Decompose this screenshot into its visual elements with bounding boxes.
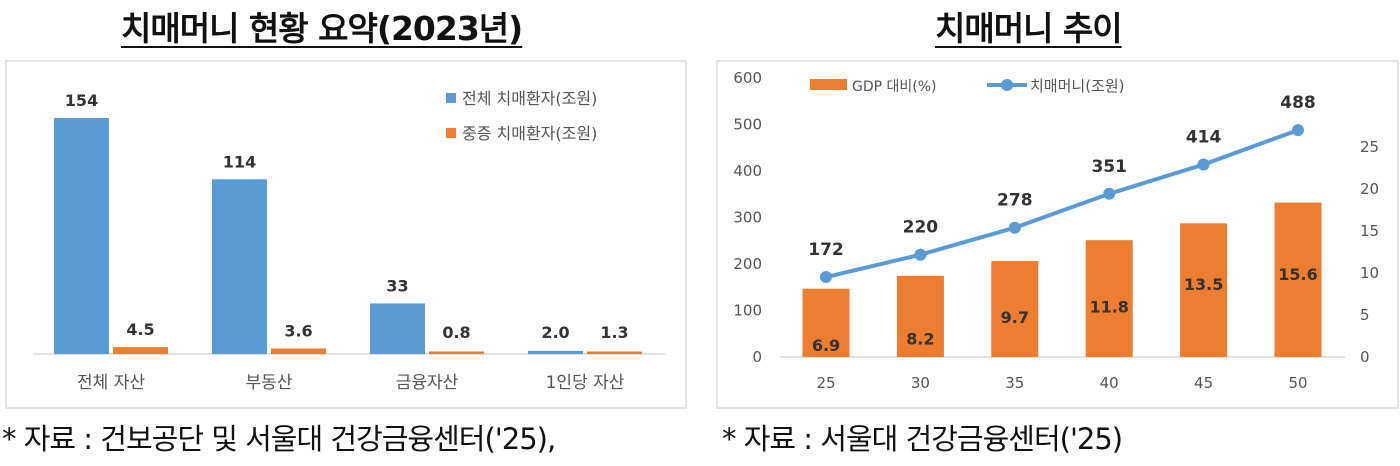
line-data-label: 488	[1280, 93, 1316, 113]
y-right-tick: 20	[1360, 180, 1379, 198]
data-label: 0.8	[442, 323, 470, 342]
y-left-tick: 0	[752, 348, 762, 366]
bar-severe	[113, 347, 168, 354]
category-label: 금융자산	[396, 373, 459, 393]
bar-total	[212, 179, 267, 354]
legend-marker	[1001, 79, 1013, 91]
legend-swatch	[446, 128, 456, 138]
bar-data-label: 11.8	[1089, 298, 1128, 317]
category-label: 전체 자산	[77, 373, 145, 393]
category-label: 1인당 자산	[546, 373, 625, 393]
line-data-label: 414	[1186, 127, 1222, 147]
category-label: 부동산	[246, 373, 293, 393]
bar-total	[370, 303, 425, 354]
y-right-tick: 0	[1360, 348, 1370, 366]
right-chart-title: 치매머니 추이	[935, 9, 1123, 48]
left-source-note: * 자료 : 건보공단 및 서울대 건강금융센터('25),	[2, 422, 556, 456]
line-point	[914, 248, 927, 261]
category-label: 25	[816, 374, 835, 392]
line-point	[1292, 124, 1304, 137]
y-left-tick: 600	[733, 69, 762, 87]
line-point	[1197, 158, 1210, 171]
line-data-label: 172	[808, 240, 844, 260]
bar-severe	[429, 351, 484, 354]
bar-data-label: 13.5	[1184, 275, 1223, 294]
y-left-tick: 100	[733, 302, 762, 320]
legend-label: 전체 치매환자(조원)	[462, 89, 597, 108]
y-left-tick: 500	[733, 116, 762, 134]
right-source-note: * 자료 : 서울대 건강금융센터('25)	[722, 422, 1123, 456]
category-label: 40	[1100, 374, 1119, 392]
data-label: 1.3	[600, 323, 628, 342]
data-label: 33	[386, 276, 408, 295]
category-label: 50	[1288, 374, 1307, 392]
bar-severe	[271, 348, 326, 354]
bar-total	[528, 350, 583, 354]
line-data-label: 220	[903, 218, 939, 238]
line-series	[825, 128, 1299, 279]
data-label: 3.6	[284, 321, 312, 340]
legend-label: 중증 치매환자(조원)	[462, 124, 597, 143]
data-label: 114	[223, 152, 256, 171]
bar-gdp	[1180, 223, 1228, 357]
legend-swatch	[446, 93, 456, 103]
category-label: 45	[1194, 374, 1213, 392]
line-point	[1008, 221, 1021, 234]
y-right-tick: 25	[1360, 138, 1379, 156]
line-data-label: 351	[1091, 157, 1127, 177]
line-data-label: 278	[997, 191, 1033, 211]
bar-gdp	[1085, 240, 1133, 357]
legend-swatch-bar	[810, 79, 847, 90]
bar-gdp	[802, 288, 850, 357]
left-chart-title: 치매머니 현황 요약(2023년)	[121, 9, 523, 48]
line-point	[820, 271, 832, 284]
bar-gdp	[1274, 202, 1322, 357]
legend-label: 치매머니(조원)	[1030, 77, 1125, 95]
category-label: 35	[1005, 374, 1024, 392]
data-label: 2.0	[541, 323, 569, 342]
bar-gdp	[991, 260, 1039, 357]
bar-data-label: 8.2	[906, 329, 934, 348]
data-label: 4.5	[126, 320, 154, 339]
data-label: 154	[65, 91, 98, 110]
bar-gdp	[896, 275, 944, 357]
bar-data-label: 9.7	[1001, 308, 1029, 327]
bar-severe	[587, 351, 642, 354]
y-left-tick: 300	[733, 209, 762, 227]
category-label: 30	[911, 374, 930, 392]
y-right-tick: 15	[1360, 222, 1379, 240]
bar-total	[54, 118, 109, 354]
y-left-tick: 400	[733, 162, 762, 180]
y-left-tick: 200	[733, 255, 762, 273]
y-right-tick: 10	[1360, 264, 1379, 282]
bar-data-label: 15.6	[1278, 265, 1317, 284]
legend-label: GDP 대비(%)	[852, 79, 937, 95]
y-right-tick: 5	[1360, 306, 1370, 324]
bar-data-label: 6.9	[812, 336, 840, 355]
line-point	[1103, 187, 1116, 200]
